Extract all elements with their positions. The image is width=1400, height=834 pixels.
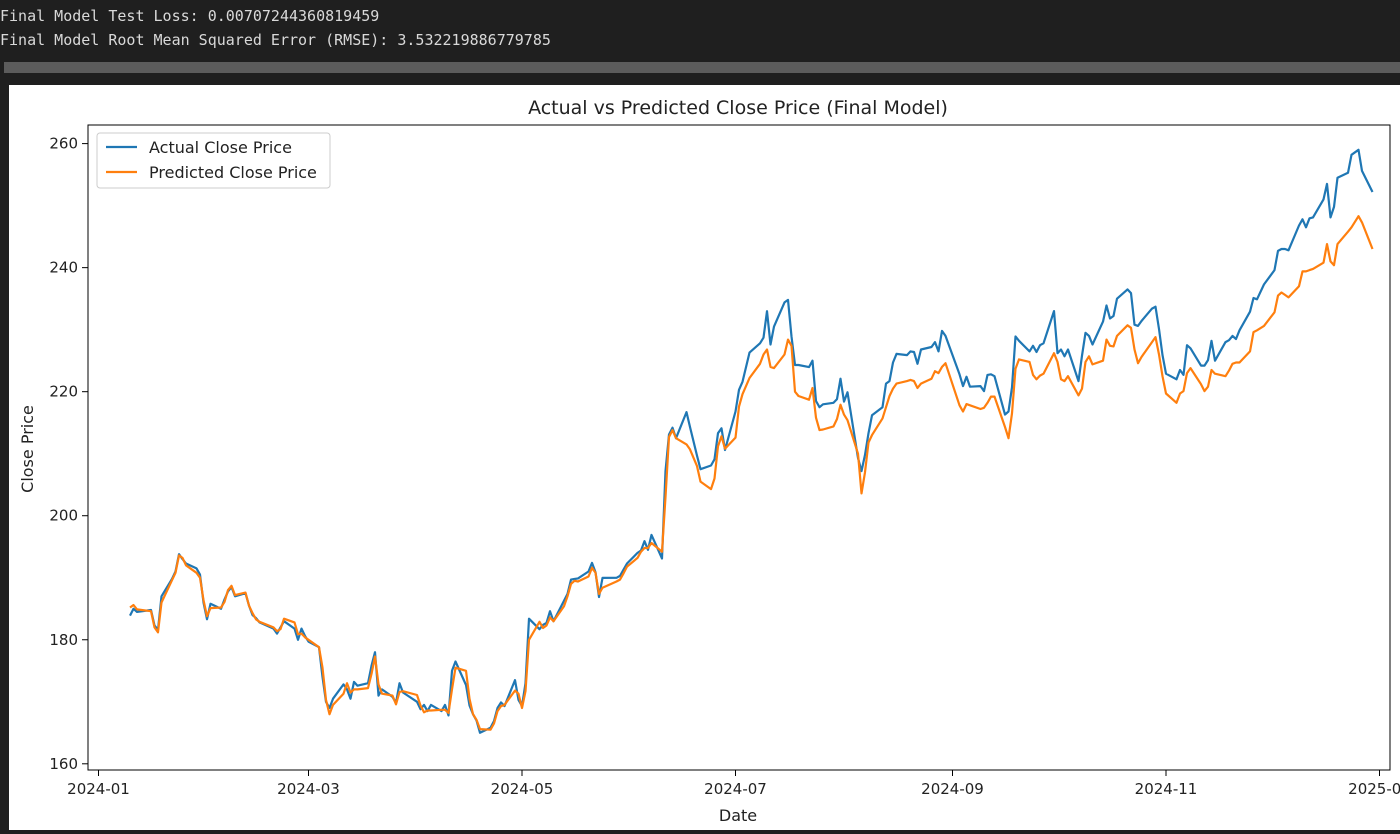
- horizontal-scrollbar-thumb[interactable]: [4, 62, 1400, 73]
- legend-label-actual: Actual Close Price: [149, 138, 292, 157]
- x-tick-label: 2024-03: [277, 780, 340, 798]
- line-chart: Actual vs Predicted Close Price (Final M…: [18, 97, 1400, 825]
- y-tick-label: 220: [49, 383, 78, 401]
- x-tick-label: 2024-11: [1135, 780, 1198, 798]
- y-tick-label: 260: [49, 135, 78, 153]
- series-line-actual: [129, 148, 1374, 734]
- x-tick-label: 2024-07: [704, 780, 767, 798]
- x-axis-label: Date: [719, 806, 757, 825]
- x-tick-label: 2024-01: [67, 780, 130, 798]
- plot-frame: [87, 124, 1391, 771]
- x-tick-label: 2024-05: [491, 780, 554, 798]
- chart-figure: Actual vs Predicted Close Price (Final M…: [9, 85, 1400, 830]
- console-output: Final Model Test Loss: 0.007072443608194…: [0, 0, 1400, 60]
- legend-label-predicted: Predicted Close Price: [149, 163, 317, 182]
- x-tick-label: 2024-09: [921, 780, 984, 798]
- legend: Actual Close Price Predicted Close Price: [96, 132, 331, 189]
- y-axis-label: Close Price: [18, 405, 37, 493]
- x-tick-label: 2025-01: [1348, 780, 1400, 798]
- y-tick-label: 180: [49, 631, 78, 649]
- series-line-predicted: [129, 215, 1374, 731]
- y-tick-label: 160: [49, 755, 78, 773]
- test-loss-text: Final Model Test Loss: 0.007072443608194…: [0, 7, 380, 25]
- y-tick-label: 200: [49, 507, 78, 525]
- y-tick-label: 240: [49, 259, 78, 277]
- rmse-text: Final Model Root Mean Squared Error (RMS…: [0, 31, 551, 49]
- chart-title: Actual vs Predicted Close Price (Final M…: [528, 97, 948, 119]
- legend-box: [96, 132, 331, 189]
